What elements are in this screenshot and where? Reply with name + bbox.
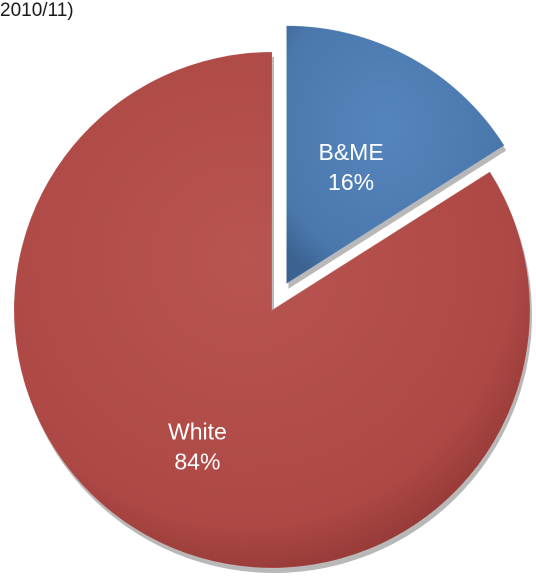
pie-slice-b-me: [285, 25, 505, 285]
slice-percent-label: 16%: [328, 169, 374, 195]
slice-percent-label: 84%: [174, 449, 220, 475]
chart-title: 2010/11): [0, 0, 74, 21]
slice-name-label: White: [168, 419, 227, 445]
slice-name-label: B&ME: [318, 139, 383, 165]
pie-slice-white: [13, 51, 531, 569]
